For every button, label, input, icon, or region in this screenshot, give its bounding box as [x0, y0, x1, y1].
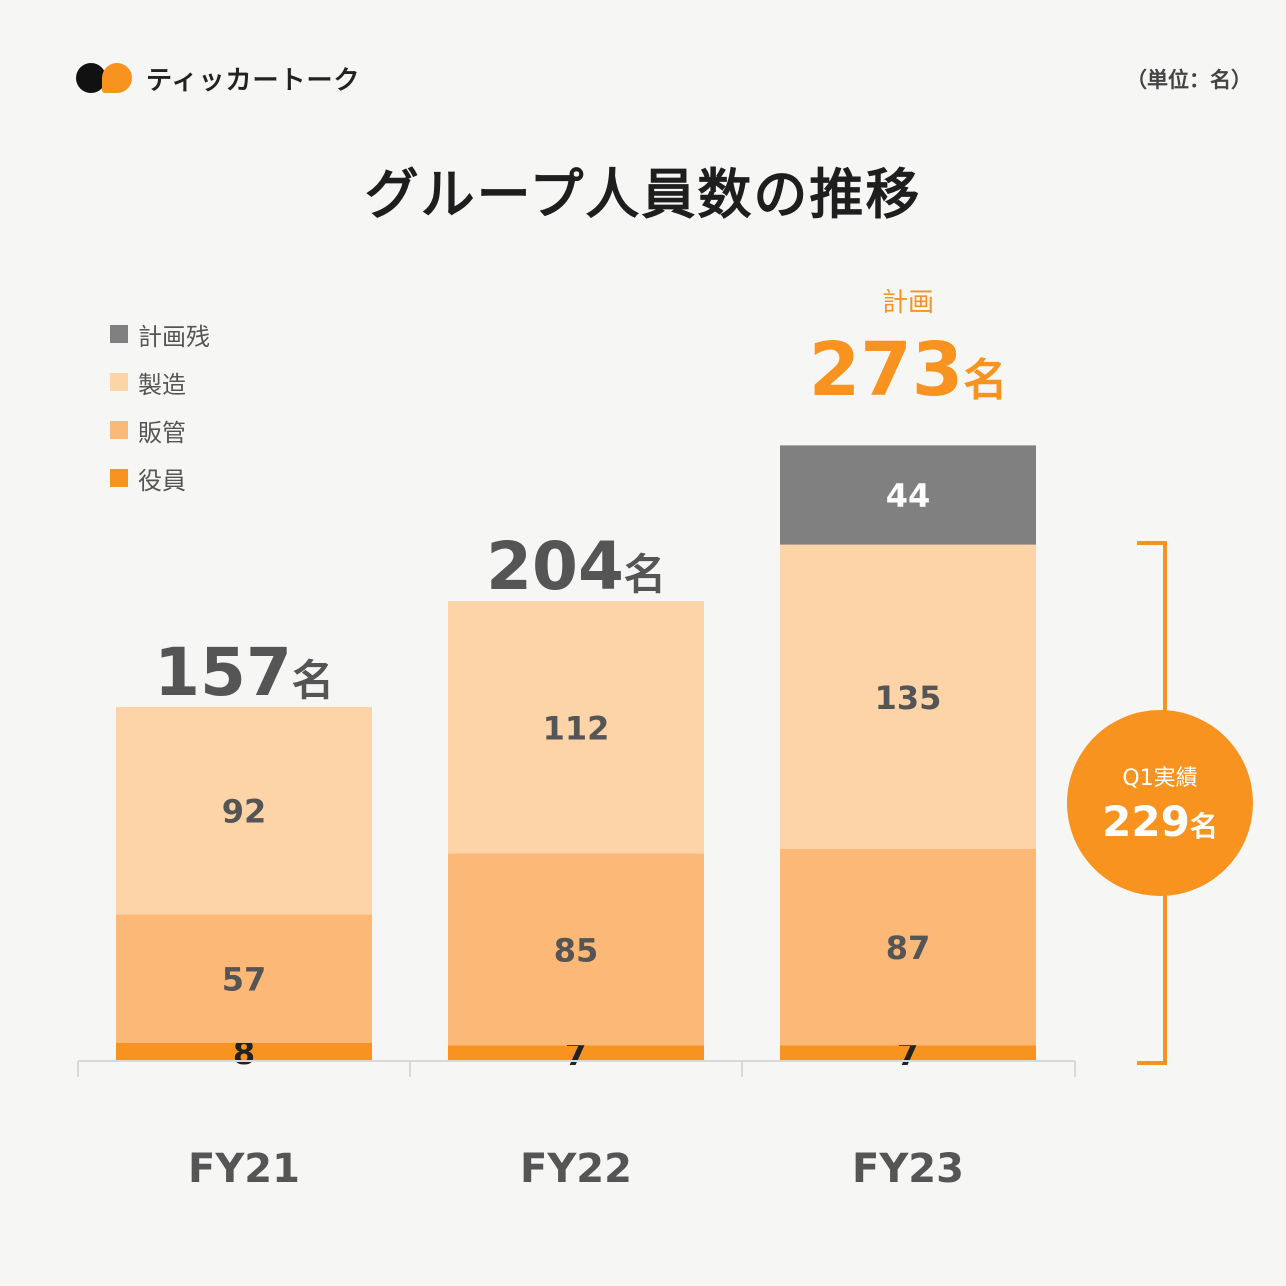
bar-value-label: 87 — [886, 929, 931, 967]
bar-value-label: 92 — [222, 793, 267, 831]
legend-label: 製造 — [138, 370, 186, 399]
legend-swatch — [110, 325, 128, 343]
q1-value-number: 229 — [1102, 797, 1190, 846]
bar-segment-FY23-販管 — [780, 849, 1036, 1046]
bar-segment-FY22-役員 — [448, 1045, 704, 1061]
legend-item-manufacturing: 製造 — [110, 358, 210, 406]
logo-icon — [76, 58, 136, 98]
bar-segment-FY22-製造 — [448, 600, 704, 854]
q1-value: 229名 — [1102, 797, 1218, 846]
bar-total-suffix: 名 — [624, 550, 666, 599]
bar-total-label: 157名 — [154, 634, 334, 711]
bar-segment-FY23-製造 — [780, 544, 1036, 850]
legend-swatch — [110, 373, 128, 391]
legend-item-sales-admin: 販管 — [110, 406, 210, 454]
q1-value-suffix: 名 — [1190, 810, 1218, 843]
brand-name: ティッカートーク — [146, 65, 361, 96]
bar-value-label: 8 — [233, 1034, 255, 1072]
bar-total-number: 204 — [486, 528, 624, 605]
bar-segment-FY23-計画残 — [780, 445, 1036, 545]
bar-total-number: 157 — [154, 634, 292, 711]
bar-segment-FY21-役員 — [116, 1042, 372, 1061]
bar-total-suffix: 名 — [292, 656, 334, 705]
x-tick-label: FY23 — [852, 1146, 964, 1192]
legend: 計画残 製造 販管 役員 — [110, 310, 210, 502]
bar-segment-FY23-役員 — [780, 1045, 1036, 1061]
legend-item-officers: 役員 — [110, 454, 210, 502]
legend-label: 計画残 — [138, 322, 210, 351]
bar-segment-FY21-製造 — [116, 706, 372, 915]
bar-segment-FY22-販管 — [448, 853, 704, 1046]
legend-label: 役員 — [138, 466, 186, 495]
q1-label: Q1実績 — [1122, 766, 1197, 791]
bar-value-label: 112 — [543, 709, 610, 747]
bar-total-label: 204名 — [486, 528, 666, 605]
plan-total-number: 273 — [809, 327, 963, 413]
brand-logo: ティッカートーク — [76, 58, 360, 98]
bar-value-label: 135 — [875, 679, 942, 717]
bar-value-label: 57 — [222, 961, 267, 999]
plan-total: 273名 — [809, 327, 1007, 413]
chart-title: グループ人員数の推移 — [364, 163, 922, 226]
unit-label: （単位：名） — [1126, 68, 1252, 92]
x-tick-label: FY21 — [188, 1146, 300, 1192]
legend-swatch — [110, 469, 128, 487]
legend-label: 販管 — [138, 418, 186, 447]
bar-segment-FY21-販管 — [116, 914, 372, 1043]
q1-badge: Q1実績 229名 — [1067, 710, 1253, 896]
plan-label: 計画 — [882, 288, 934, 318]
x-tick-label: FY22 — [520, 1146, 632, 1192]
legend-swatch — [110, 421, 128, 439]
legend-item-plan-remaining: 計画残 — [110, 310, 210, 358]
bar-value-label: 85 — [554, 931, 599, 969]
plan-total-suffix: 名 — [963, 355, 1007, 406]
bar-value-label: 44 — [886, 477, 931, 515]
